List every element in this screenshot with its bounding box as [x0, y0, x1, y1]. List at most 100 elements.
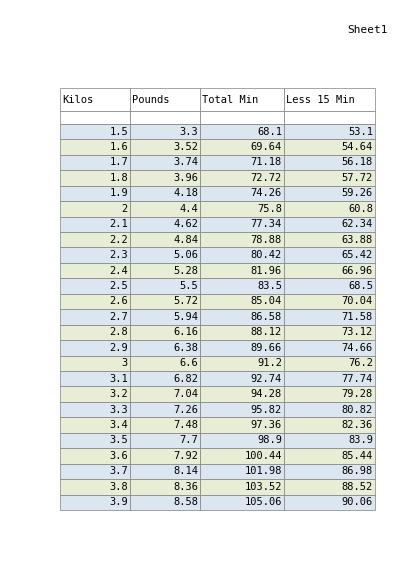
- Text: 69.64: 69.64: [251, 142, 282, 152]
- Bar: [130, 124, 200, 139]
- Bar: [130, 433, 200, 448]
- Bar: [60, 417, 130, 433]
- Bar: [130, 402, 200, 417]
- Bar: [130, 170, 200, 186]
- Text: 57.72: 57.72: [342, 173, 373, 183]
- Text: 7.7: 7.7: [179, 435, 198, 445]
- Bar: [130, 201, 200, 217]
- Bar: [200, 278, 284, 294]
- Text: 72.72: 72.72: [251, 173, 282, 183]
- Bar: [200, 495, 284, 510]
- Bar: [284, 495, 375, 510]
- Bar: [284, 433, 375, 448]
- Bar: [200, 433, 284, 448]
- Text: 100.44: 100.44: [244, 451, 282, 461]
- Bar: [284, 217, 375, 232]
- Text: 97.36: 97.36: [251, 420, 282, 430]
- Bar: [284, 448, 375, 464]
- Bar: [60, 355, 130, 371]
- Bar: [284, 263, 375, 278]
- Text: 63.88: 63.88: [342, 235, 373, 245]
- Text: 5.06: 5.06: [173, 250, 198, 260]
- Bar: [284, 247, 375, 263]
- Bar: [284, 232, 375, 247]
- Text: 2.5: 2.5: [109, 281, 128, 291]
- Bar: [130, 387, 200, 402]
- Bar: [60, 88, 130, 111]
- Text: 7.92: 7.92: [173, 451, 198, 461]
- Bar: [60, 294, 130, 309]
- Bar: [60, 309, 130, 325]
- Bar: [284, 325, 375, 340]
- Text: 5.94: 5.94: [173, 312, 198, 322]
- Text: 4.62: 4.62: [173, 219, 198, 229]
- Text: 71.18: 71.18: [251, 157, 282, 168]
- Text: 65.42: 65.42: [342, 250, 373, 260]
- Bar: [200, 479, 284, 495]
- Bar: [60, 247, 130, 263]
- Text: 81.96: 81.96: [251, 265, 282, 276]
- Bar: [200, 325, 284, 340]
- Bar: [284, 294, 375, 309]
- Text: 86.58: 86.58: [251, 312, 282, 322]
- Text: 7.26: 7.26: [173, 405, 198, 415]
- Text: 74.26: 74.26: [251, 188, 282, 198]
- Bar: [284, 309, 375, 325]
- Bar: [200, 355, 284, 371]
- Text: 3.9: 3.9: [109, 498, 128, 507]
- Bar: [200, 247, 284, 263]
- Bar: [130, 155, 200, 170]
- Bar: [60, 479, 130, 495]
- Text: 1.6: 1.6: [109, 142, 128, 152]
- Bar: [130, 448, 200, 464]
- Bar: [130, 263, 200, 278]
- Text: 3.5: 3.5: [109, 435, 128, 445]
- Text: 60.8: 60.8: [348, 204, 373, 214]
- Bar: [284, 371, 375, 387]
- Bar: [60, 263, 130, 278]
- Text: 3.3: 3.3: [179, 127, 198, 136]
- Bar: [284, 464, 375, 479]
- Text: 6.16: 6.16: [173, 327, 198, 337]
- Bar: [130, 186, 200, 201]
- Bar: [200, 88, 284, 111]
- Text: 83.5: 83.5: [257, 281, 282, 291]
- Text: 4.84: 4.84: [173, 235, 198, 245]
- Bar: [284, 479, 375, 495]
- Bar: [284, 201, 375, 217]
- Text: 3.8: 3.8: [109, 482, 128, 492]
- Text: 75.8: 75.8: [257, 204, 282, 214]
- Text: 5.5: 5.5: [179, 281, 198, 291]
- Bar: [130, 495, 200, 510]
- Bar: [130, 355, 200, 371]
- Bar: [200, 387, 284, 402]
- Bar: [200, 371, 284, 387]
- Bar: [200, 340, 284, 355]
- Text: 73.12: 73.12: [342, 327, 373, 337]
- Text: 85.04: 85.04: [251, 297, 282, 307]
- Text: Less 15 Min: Less 15 Min: [286, 95, 355, 105]
- Bar: [130, 217, 200, 232]
- Text: 2.1: 2.1: [109, 219, 128, 229]
- Bar: [130, 340, 200, 355]
- Bar: [130, 139, 200, 155]
- Text: 86.98: 86.98: [342, 466, 373, 477]
- Bar: [130, 479, 200, 495]
- Text: 68.1: 68.1: [257, 127, 282, 136]
- Bar: [130, 464, 200, 479]
- Text: 78.88: 78.88: [251, 235, 282, 245]
- Bar: [130, 371, 200, 387]
- Bar: [200, 124, 284, 139]
- Text: 2.9: 2.9: [109, 343, 128, 353]
- Bar: [200, 448, 284, 464]
- Bar: [284, 155, 375, 170]
- Text: 85.44: 85.44: [342, 451, 373, 461]
- Bar: [60, 170, 130, 186]
- Bar: [130, 325, 200, 340]
- Text: 88.52: 88.52: [342, 482, 373, 492]
- Text: 68.5: 68.5: [348, 281, 373, 291]
- Bar: [130, 417, 200, 433]
- Text: 89.66: 89.66: [251, 343, 282, 353]
- Text: 2.7: 2.7: [109, 312, 128, 322]
- Bar: [130, 111, 200, 124]
